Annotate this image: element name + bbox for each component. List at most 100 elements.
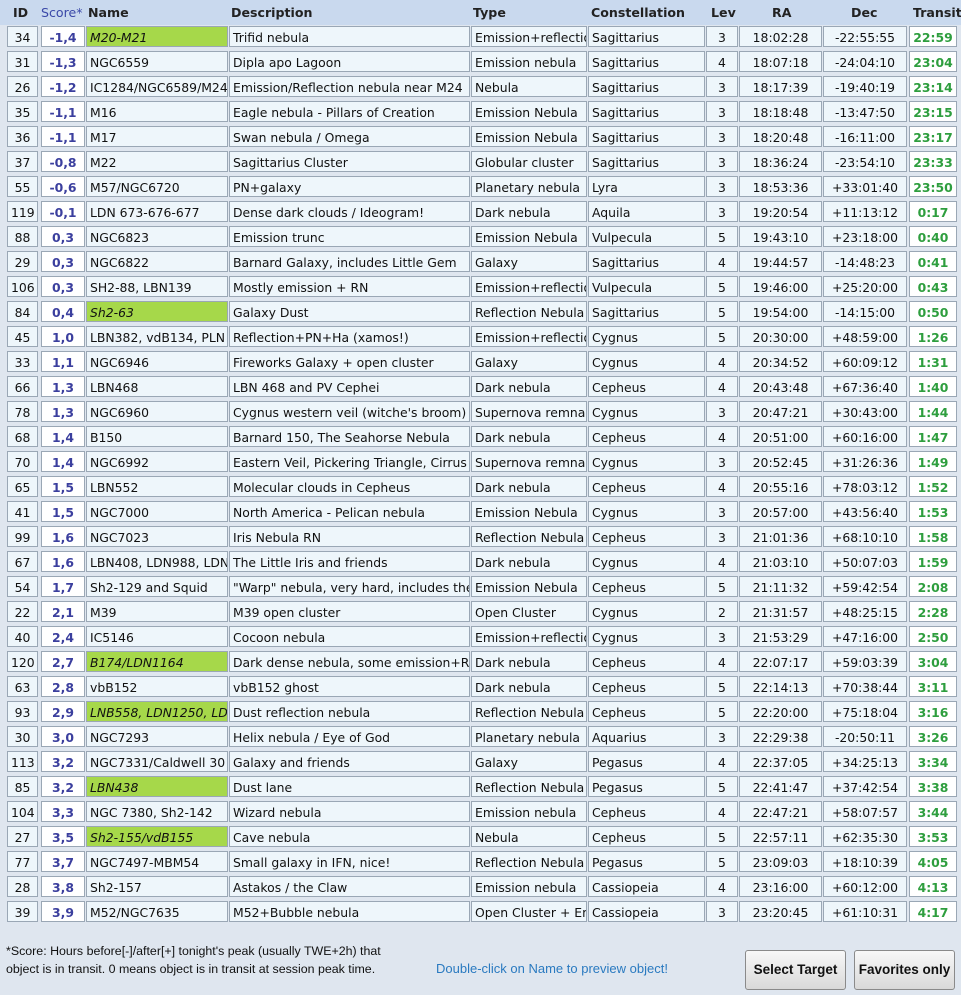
ra-cell[interactable]: 22:37:05 — [739, 751, 822, 772]
transit-cell[interactable]: 1:58 — [909, 526, 957, 547]
dec-cell[interactable]: -24:04:10 — [823, 51, 907, 72]
dec-cell[interactable]: +59:03:39 — [823, 651, 907, 672]
id-cell[interactable]: 104 — [7, 801, 38, 822]
dec-cell[interactable]: +60:12:00 — [823, 876, 907, 897]
constellation-cell[interactable]: Sagittarius — [588, 251, 705, 272]
constellation-cell[interactable]: Cepheus — [588, 676, 705, 697]
transit-cell[interactable]: 3:34 — [909, 751, 957, 772]
type-cell[interactable]: Open Cluster — [471, 601, 587, 622]
constellation-cell[interactable]: Sagittarius — [588, 126, 705, 147]
transit-cell[interactable]: 3:16 — [909, 701, 957, 722]
description-cell[interactable]: Cave nebula — [229, 826, 470, 847]
ra-cell[interactable]: 18:02:28 — [739, 26, 822, 47]
name-cell[interactable]: NGC6823 — [86, 226, 228, 247]
description-cell[interactable]: Sagittarius Cluster — [229, 151, 470, 172]
score-cell[interactable]: 1,3 — [41, 376, 85, 397]
name-cell[interactable]: NGC7023 — [86, 526, 228, 547]
type-cell[interactable]: Emission Nebula — [471, 126, 587, 147]
description-cell[interactable]: Dense dark clouds / Ideogram! — [229, 201, 470, 222]
ra-cell[interactable]: 18:18:48 — [739, 101, 822, 122]
table-row[interactable]: 54 1,7 Sh2-129 and Squid "Warp" nebula, ver… — [0, 575, 961, 600]
lev-cell[interactable]: 5 — [706, 701, 738, 722]
id-cell[interactable]: 113 — [7, 751, 38, 772]
transit-cell[interactable]: 3:11 — [909, 676, 957, 697]
dec-cell[interactable]: +62:35:30 — [823, 826, 907, 847]
dec-cell[interactable]: -16:11:00 — [823, 126, 907, 147]
dec-cell[interactable]: +34:25:13 — [823, 751, 907, 772]
score-cell[interactable]: 1,4 — [41, 426, 85, 447]
name-cell[interactable]: SH2-88, LBN139 — [86, 276, 228, 297]
type-cell[interactable]: Emission nebula — [471, 51, 587, 72]
table-row[interactable]: 34 -1,4 M20-M21 Trifid nebula Emission+refle… — [0, 25, 961, 50]
dec-cell[interactable]: +75:18:04 — [823, 701, 907, 722]
description-cell[interactable]: Molecular clouds in Cepheus — [229, 476, 470, 497]
description-cell[interactable]: vbB152 ghost — [229, 676, 470, 697]
type-cell[interactable]: Emission nebula — [471, 876, 587, 897]
name-cell[interactable]: LNB558, LDN1250, LDN — [86, 701, 228, 722]
score-cell[interactable]: 1,6 — [41, 526, 85, 547]
transit-cell[interactable]: 23:04 — [909, 51, 957, 72]
lev-cell[interactable]: 4 — [706, 651, 738, 672]
constellation-cell[interactable]: Cygnus — [588, 351, 705, 372]
transit-cell[interactable]: 2:08 — [909, 576, 957, 597]
dec-cell[interactable]: +47:16:00 — [823, 626, 907, 647]
table-row[interactable]: 55 -0,6 M57/NGC6720 PN+galaxy Planetary nebu… — [0, 175, 961, 200]
description-cell[interactable]: Cocoon nebula — [229, 626, 470, 647]
table-row[interactable]: 22 2,1 M39 M39 open cluster Open Cluster Cygn… — [0, 600, 961, 625]
constellation-cell[interactable]: Cepheus — [588, 826, 705, 847]
dec-cell[interactable]: +48:59:00 — [823, 326, 907, 347]
dec-cell[interactable]: +61:10:31 — [823, 901, 907, 922]
type-cell[interactable]: Emission Nebula — [471, 501, 587, 522]
ra-cell[interactable]: 22:29:38 — [739, 726, 822, 747]
id-cell[interactable]: 54 — [7, 576, 38, 597]
name-cell[interactable]: M22 — [86, 151, 228, 172]
id-cell[interactable]: 68 — [7, 426, 38, 447]
type-cell[interactable]: Emission+reflection — [471, 26, 587, 47]
col-id[interactable]: ID — [13, 5, 29, 20]
dec-cell[interactable]: +33:01:40 — [823, 176, 907, 197]
description-cell[interactable]: Dust lane — [229, 776, 470, 797]
lev-cell[interactable]: 3 — [706, 501, 738, 522]
description-cell[interactable]: Galaxy and friends — [229, 751, 470, 772]
constellation-cell[interactable]: Cepheus — [588, 801, 705, 822]
id-cell[interactable]: 30 — [7, 726, 38, 747]
constellation-cell[interactable]: Cygnus — [588, 501, 705, 522]
ra-cell[interactable]: 22:41:47 — [739, 776, 822, 797]
lev-cell[interactable]: 3 — [706, 451, 738, 472]
name-cell[interactable]: NGC7000 — [86, 501, 228, 522]
constellation-cell[interactable]: Cepheus — [588, 701, 705, 722]
transit-cell[interactable]: 1:40 — [909, 376, 957, 397]
ra-cell[interactable]: 23:09:03 — [739, 851, 822, 872]
col-constellation[interactable]: Constellation — [591, 5, 686, 20]
type-cell[interactable]: Dark nebula — [471, 376, 587, 397]
id-cell[interactable]: 93 — [7, 701, 38, 722]
table-row[interactable]: 113 3,2 NGC7331/Caldwell 30 Galaxy and frie… — [0, 750, 961, 775]
table-row[interactable]: 29 0,3 NGC6822 Barnard Galaxy, includes Lit… — [0, 250, 961, 275]
dec-cell[interactable]: -19:40:19 — [823, 76, 907, 97]
lev-cell[interactable]: 4 — [706, 251, 738, 272]
lev-cell[interactable]: 4 — [706, 376, 738, 397]
score-cell[interactable]: -1,3 — [41, 51, 85, 72]
ra-cell[interactable]: 21:53:29 — [739, 626, 822, 647]
description-cell[interactable]: Eastern Veil, Pickering Triangle, Cirrus — [229, 451, 470, 472]
ra-cell[interactable]: 20:52:45 — [739, 451, 822, 472]
name-cell[interactable]: B174/LDN1164 — [86, 651, 228, 672]
constellation-cell[interactable]: Vulpecula — [588, 276, 705, 297]
dec-cell[interactable]: +48:25:15 — [823, 601, 907, 622]
name-cell[interactable]: NGC7497-MBM54 — [86, 851, 228, 872]
type-cell[interactable]: Dark nebula — [471, 201, 587, 222]
lev-cell[interactable]: 3 — [706, 401, 738, 422]
id-cell[interactable]: 78 — [7, 401, 38, 422]
table-row[interactable]: 68 1,4 B150 Barnard 150, The Seahorse Nebul… — [0, 425, 961, 450]
dec-cell[interactable]: +67:36:40 — [823, 376, 907, 397]
ra-cell[interactable]: 20:57:00 — [739, 501, 822, 522]
id-cell[interactable]: 66 — [7, 376, 38, 397]
id-cell[interactable]: 26 — [7, 76, 38, 97]
id-cell[interactable]: 41 — [7, 501, 38, 522]
score-cell[interactable]: -1,1 — [41, 101, 85, 122]
id-cell[interactable]: 55 — [7, 176, 38, 197]
type-cell[interactable]: Galaxy — [471, 251, 587, 272]
description-cell[interactable]: Dark dense nebula, some emission+RN — [229, 651, 470, 672]
name-cell[interactable]: IC5146 — [86, 626, 228, 647]
name-cell[interactable]: Sh2-63 — [86, 301, 228, 322]
